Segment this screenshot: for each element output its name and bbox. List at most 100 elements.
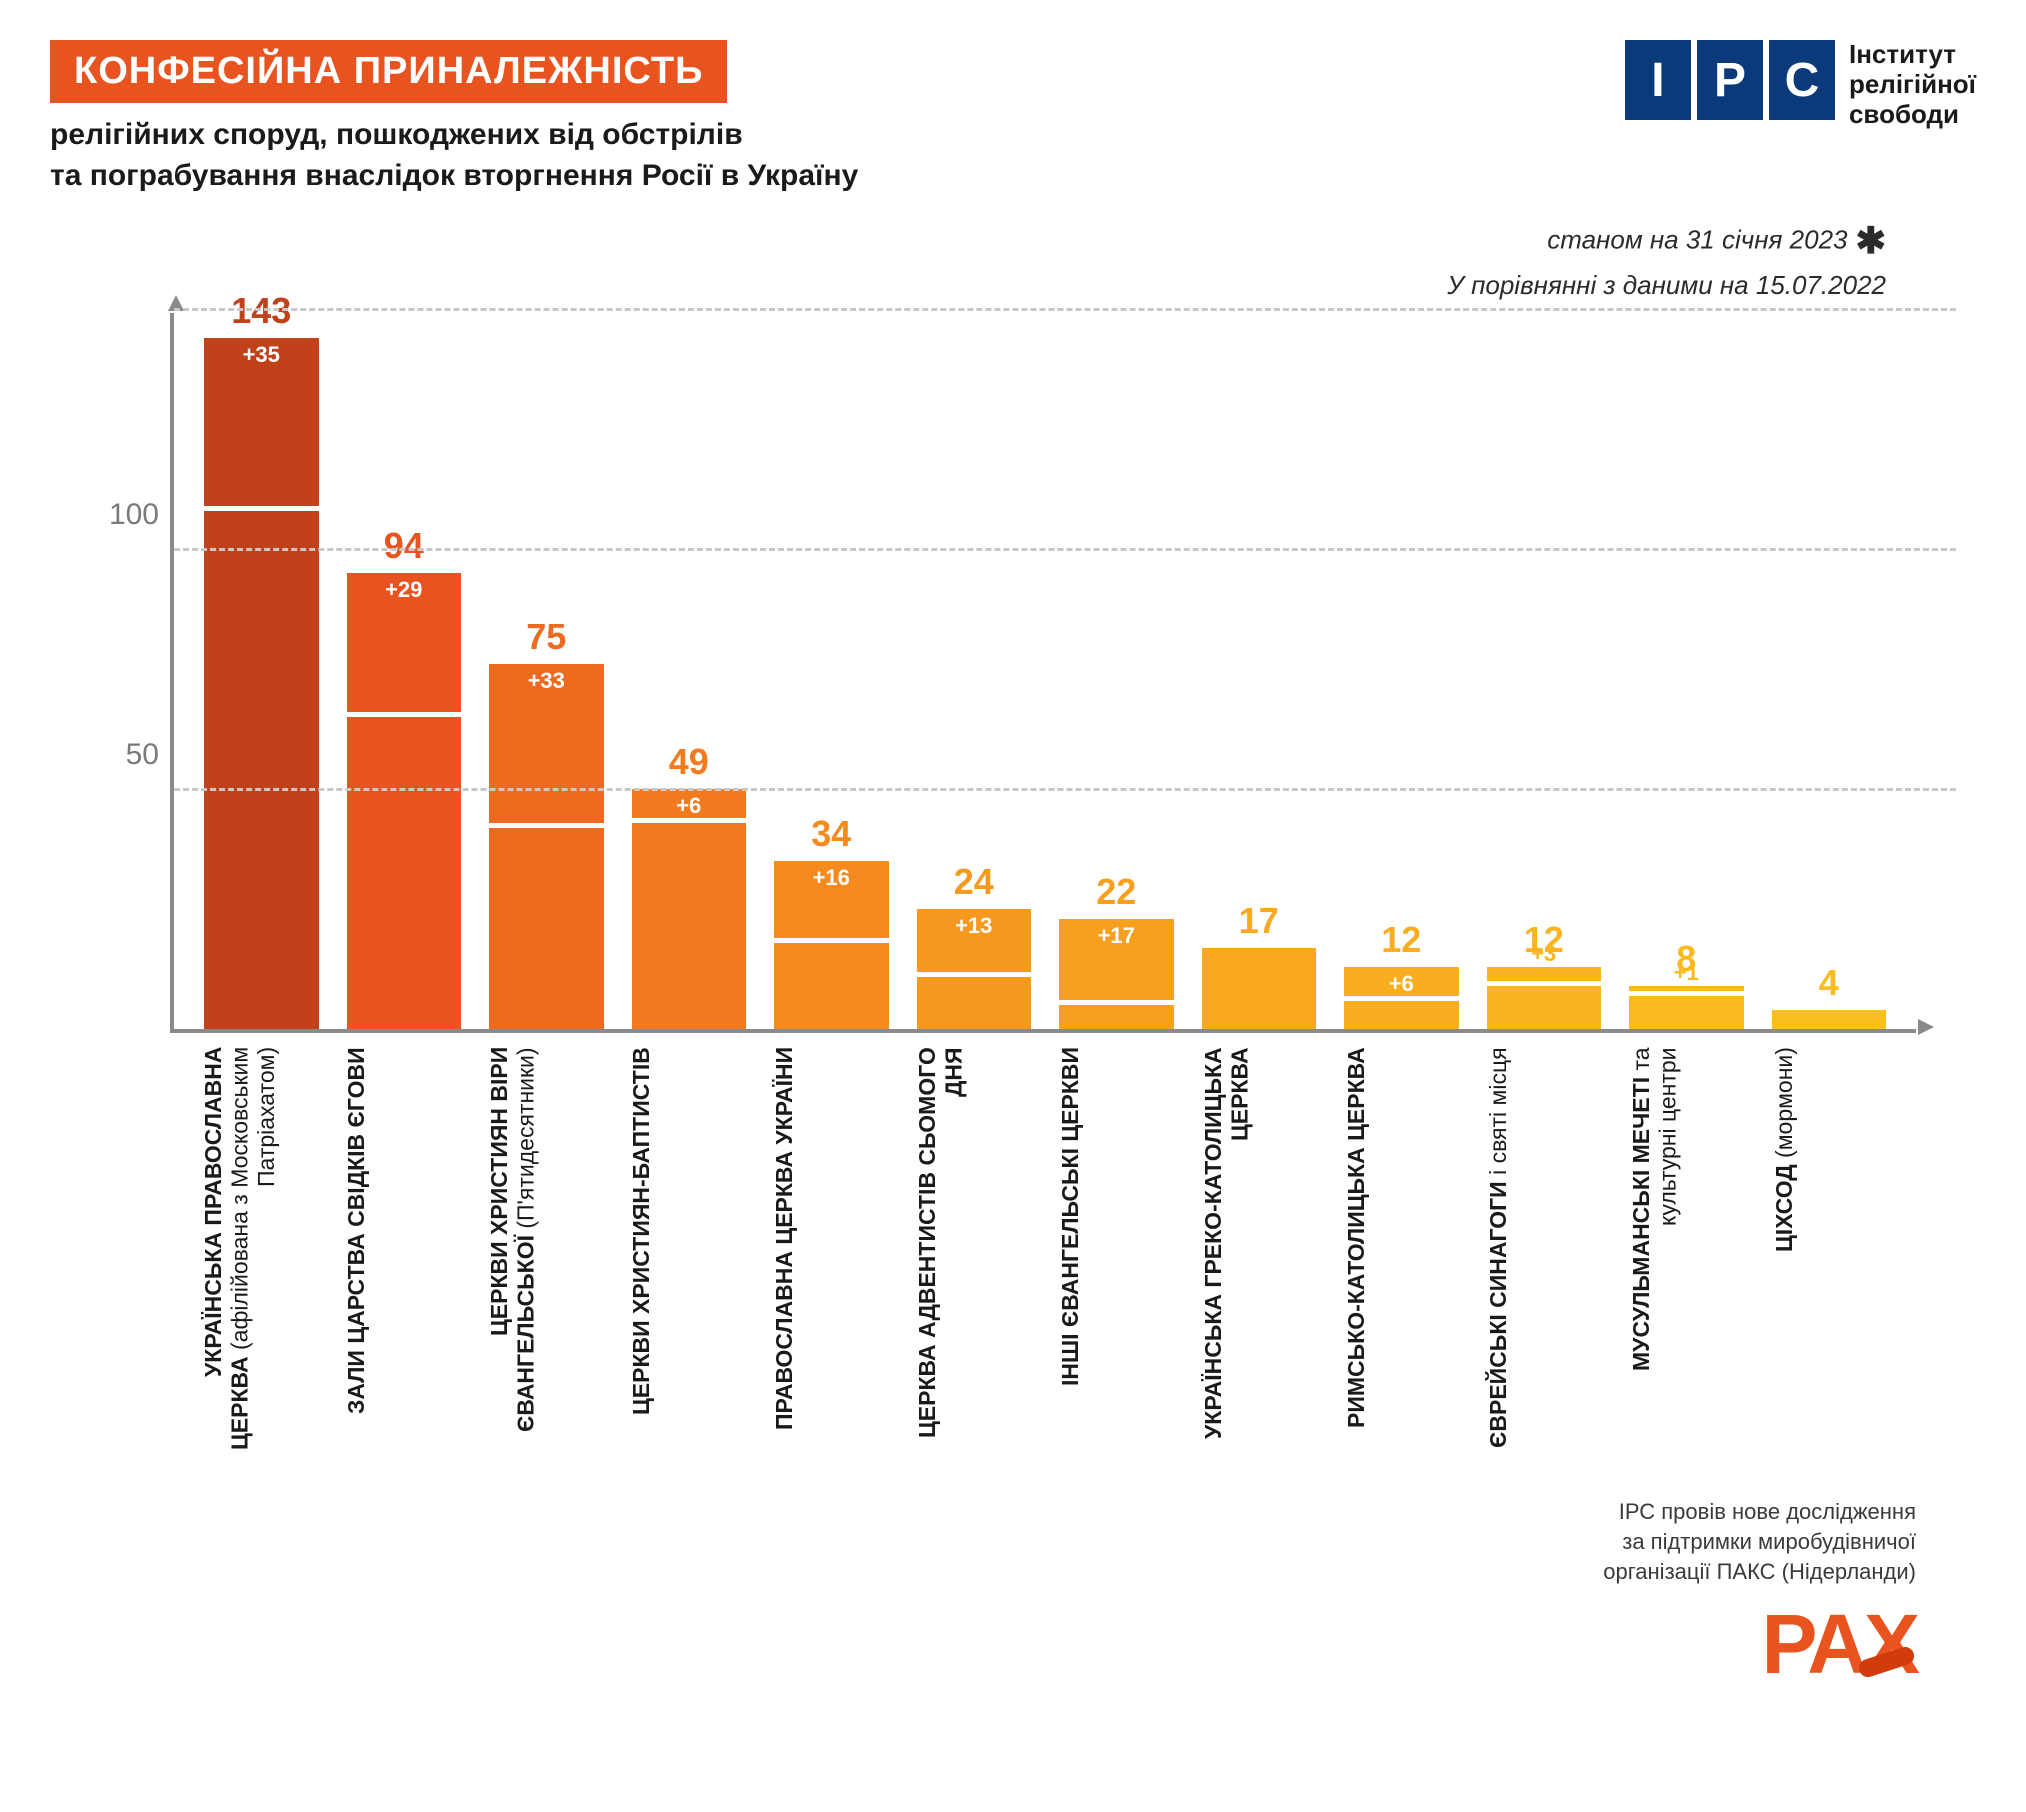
x-label-main: ЦЕРКВИ ХРИСТИЯН-БАПТИСТІВ [628,1047,654,1415]
x-axis-label: ЦІХСОД (мормони) [1771,1047,1886,1467]
bars-row: 143+3594+2975+3349+634+1624+1322+171712+… [174,313,1916,1029]
bar-delta-label: +33 [489,668,604,694]
x-label-sub: (афілійована з Московським Патріахатом) [226,1047,278,1357]
x-label-main: ЦЕРКВА АДВЕНТИСТІВ СЬОМОГО ДНЯ [914,1047,966,1438]
pax-logo: PAX [1762,1597,1917,1691]
bar-segment-delta: +33 [489,664,604,822]
bar-col: 34+16 [774,313,889,1029]
bar-segment-delta: +17 [1059,919,1174,1001]
bar-col: 12+6 [1344,313,1459,1029]
org-logo: І Р С Інститут релігійної свободи [1625,40,1976,130]
x-axis-label: МУСУЛЬМАНСЬКІ МЕЧЕТІ та культурні центри [1628,1047,1743,1467]
chart: 143+3594+2975+3349+634+1624+1322+171712+… [170,313,1916,1033]
footer-note: ІРС провів нове дослідження за підтримки… [1603,1497,1916,1586]
x-axis-label: ЦЕРКВА АДВЕНТИСТІВ СЬОМОГО ДНЯ [914,1047,1029,1467]
bar-delta-label: +13 [917,913,1032,939]
bar-segment-delta: +13 [917,909,1032,971]
bar-stack: +1 [1629,986,1744,1029]
logo-letter-3: С [1769,40,1835,120]
bar-col: 22+17 [1059,313,1174,1029]
pax-p: P [1762,1597,1808,1691]
bar-segment-delta: +29 [347,573,462,712]
bar-segment-base [1487,986,1602,1029]
x-axis-label: ПРАВОСЛАВНА ЦЕРКВА УКРАЇНИ [771,1047,886,1467]
bar-delta-label: +29 [347,577,462,603]
bar-stack: +6 [632,789,747,1029]
date-note: станом на 31 січня 2023✱ У порівнянні з … [50,216,1886,303]
gridline [174,308,1956,311]
bar-segment-delta: +16 [774,861,889,938]
x-label-main: ЦІХСОД [1771,1165,1797,1253]
x-label-sub: (мормони) [1771,1047,1797,1164]
pax-x: X [1864,1596,1916,1693]
bar-col: 12+3 [1487,313,1602,1029]
bar-stack [1772,1010,1887,1029]
footer-line1: ІРС провів нове дослідження [1603,1497,1916,1527]
bar-segment-base [1059,1005,1174,1029]
bar-segment-delta: +1 [1629,986,1744,991]
bar-segment-base [1629,996,1744,1030]
bar-segment-delta: +3 [1487,967,1602,981]
bar-stack: +17 [1059,919,1174,1030]
pax-logo-wrap: PAX [50,1596,1916,1693]
x-labels-row: УКРАЇНСЬКА ПРАВОСЛАВНА ЦЕРКВА (афілійова… [170,1047,1916,1467]
bar-value-label: 75 [526,616,566,658]
bar-stack: +13 [917,909,1032,1029]
bar-delta-label: +6 [632,793,747,819]
plot-area: 143+3594+2975+3349+634+1624+1322+171712+… [170,313,1916,1033]
x-label-main: ЄВРЕЙСЬКІ СИНАГОГИ [1485,1181,1511,1448]
bar-value-label: 49 [669,741,709,783]
x-label-main: МУСУЛЬМАНСЬКІ МЕЧЕТІ [1628,1077,1654,1371]
bar-col: 94+29 [347,313,462,1029]
bar-col: 75+33 [489,313,604,1029]
bar-col: 24+13 [917,313,1032,1029]
asterisk-icon: ✱ [1856,220,1887,261]
bar-segment-base [347,717,462,1029]
bar-delta-label: +3 [1487,941,1602,967]
logo-letter-2: Р [1697,40,1763,120]
bar-col: 17 [1202,313,1317,1029]
logo-letter-1: І [1625,40,1691,120]
bar-value-label: 12 [1381,919,1421,961]
bar-stack: +3 [1487,967,1602,1030]
subtitle: релігійних споруд, пошкоджених від обстр… [50,115,1585,196]
bar-segment-delta: +35 [204,338,319,506]
x-axis-arrow-icon [1918,1019,1934,1035]
gridline [174,548,1956,551]
bar-segment-base [1344,1001,1459,1030]
bar-segment-base [1202,948,1317,1030]
bar-col: 49+6 [632,313,747,1029]
x-axis-label: РИМСЬКО-КАТОЛИЦЬКА ЦЕРКВА [1343,1047,1458,1467]
x-label-main: РИМСЬКО-КАТОЛИЦЬКА ЦЕРКВА [1343,1047,1369,1428]
logo-text-line1: Інститут [1849,40,1976,70]
header-row: КОНФЕСІЙНА ПРИНАЛЕЖНІСТЬ релігійних спор… [50,40,1976,196]
bar-segment-base [774,943,889,1029]
bar-segment-delta: +6 [632,789,747,818]
x-label-sub: (П'ятидесятники) [512,1047,538,1235]
bar-stack: +16 [774,861,889,1029]
bar-delta-label: +1 [1629,960,1744,986]
x-axis-label: УКРАЇНСЬКА ГРЕКО-КАТОЛИЦЬКА ЦЕРКВА [1200,1047,1315,1467]
x-label-main: ПРАВОСЛАВНА ЦЕРКВА УКРАЇНИ [771,1047,797,1430]
x-axis-label: УКРАЇНСЬКА ПРАВОСЛАВНА ЦЕРКВА (афілійова… [200,1047,315,1467]
bar-col: 4 [1772,313,1887,1029]
bar-delta-label: +17 [1059,923,1174,949]
bar-stack [1202,948,1317,1030]
x-axis-label: ЦЕРКВИ ХРИСТИЯН-БАПТИСТІВ [628,1047,743,1467]
bar-value-label: 94 [384,525,424,567]
pax-a: A [1807,1597,1864,1691]
bar-value-label: 24 [954,861,994,903]
y-axis-label: 100 [104,498,159,532]
bar-segment-base [632,823,747,1029]
bar-value-label: 17 [1239,900,1279,942]
logo-text: Інститут релігійної свободи [1849,40,1976,130]
bar-value-label: 34 [811,813,851,855]
x-label-sub: і святі місця [1485,1047,1511,1181]
note-line2: У порівнянні з даними на 15.07.2022 [1447,270,1886,300]
bar-value-label: 4 [1819,962,1839,1004]
bar-segment-base [204,511,319,1029]
bar-stack: +6 [1344,967,1459,1030]
subtitle-line1: релігійних споруд, пошкоджених від обстр… [50,115,1585,156]
x-axis-label: ЦЕРКВИ ХРИСТИЯН ВІРИ ЄВАНГЕЛЬСЬКОЇ (П'ят… [486,1047,601,1467]
logo-letters: І Р С [1625,40,1835,120]
